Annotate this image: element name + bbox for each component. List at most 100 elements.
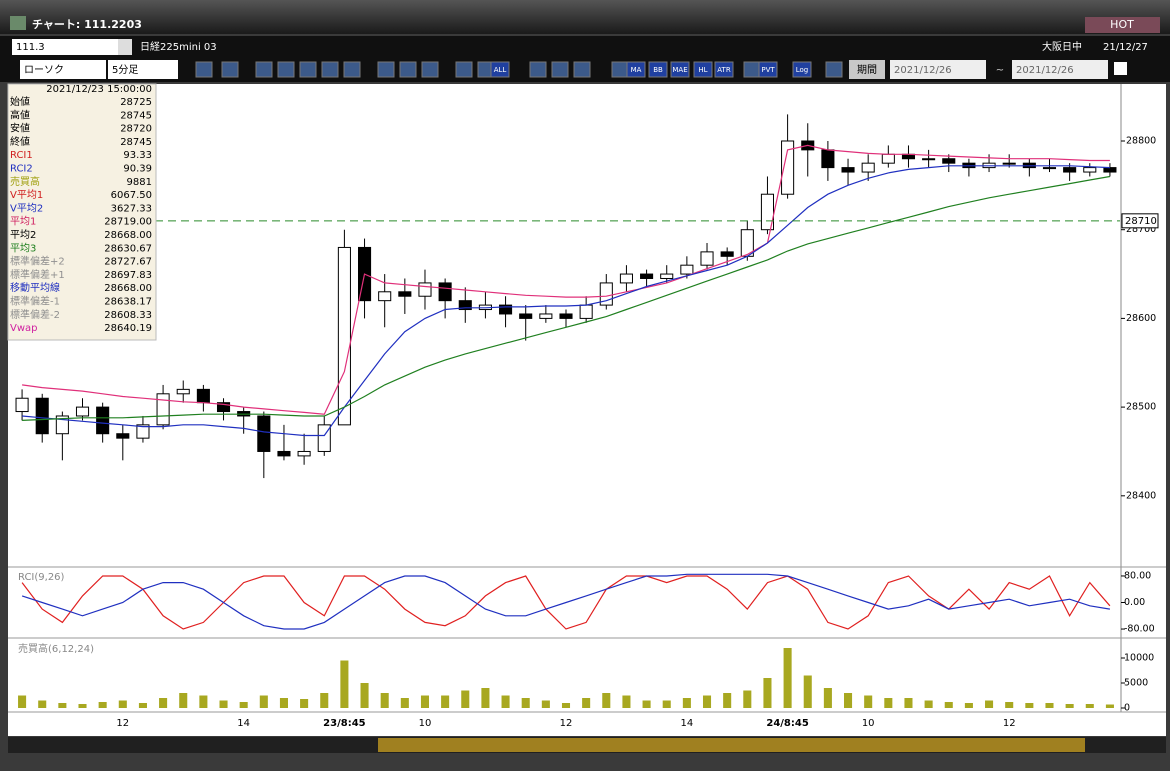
tool-button-label[interactable]: HL [698,66,707,74]
volume-bar [1065,704,1074,708]
info-value: 28668.00 [104,283,152,294]
tool-button-label[interactable]: MAE [672,66,687,74]
info-label: 標準偏差-1 [10,295,60,308]
tool-icon [255,61,273,78]
volume-bar [924,700,933,708]
info-label: RCI1 [10,150,33,161]
price-label: 28710 [1125,216,1157,227]
tool-icon [551,61,569,78]
interval-select[interactable] [108,60,178,79]
tool-icon [343,61,361,78]
from-date[interactable]: 2021/12/26 [894,65,952,76]
info-label: 高値 [10,108,30,121]
candle-body [881,153,895,164]
volume-bar [1045,703,1054,708]
volume-bar [179,693,188,708]
volume-bar [219,700,228,708]
interval[interactable]: 5分足 [112,64,138,76]
info-value: 28630.67 [104,243,152,254]
candle-body [297,450,311,457]
info-value: 90.39 [123,164,152,175]
tool-button-label[interactable]: MA [631,66,642,74]
checkbox[interactable] [1114,62,1127,75]
to-date[interactable]: 2021/12/26 [1016,65,1074,76]
volume-bar [743,690,752,708]
info-value: 28638.17 [104,297,152,308]
symbol-dropdown[interactable] [118,39,132,55]
tool-button-label[interactable]: BB [653,66,663,74]
candle-body [841,167,855,173]
hot-button[interactable] [1085,17,1160,33]
tool-icon [221,61,239,78]
hot-label[interactable]: HOT [1110,18,1134,31]
info-label: 終値 [10,135,30,148]
volume-bar [702,695,712,708]
tool-button[interactable] [792,61,812,78]
volume-bar [783,648,792,708]
chart-kind-select[interactable] [20,60,106,79]
y-tick-label: 28600 [1126,313,1156,324]
candle-body [216,402,231,413]
candle-body [378,291,392,302]
tool-button[interactable] [490,61,510,78]
volume-bar [884,698,893,708]
info-rows: 始値 28725 高値 28745 安値 28720 終値 28745 RCI1 93.33 RCI… [10,95,152,334]
period-button[interactable] [849,60,885,79]
info-value: 28725 [120,97,152,108]
from-date-box[interactable] [890,60,986,79]
candle-body [15,397,29,413]
info-value: 28727.67 [104,257,152,268]
tool-button[interactable] [626,61,646,78]
candle-body [619,273,633,284]
info-value: 28668.00 [104,230,152,241]
volume-bar [380,693,389,708]
info-value: 6067.50 [111,190,152,201]
candle-body [861,162,875,173]
tool-icon [321,61,339,78]
candle-body [640,273,654,279]
tool-icon [377,61,395,78]
volume-bar [823,688,832,708]
info-label: 売買高 [10,175,40,188]
candle-body [539,313,553,319]
x-tick-label: 23/8:45 [323,718,365,729]
window-title: チャート: 111.2203 [32,18,142,31]
volume-bar [541,700,550,708]
candle-body [136,424,150,439]
candle-body [781,140,795,195]
y-tick-label: 28500 [1126,402,1156,413]
info-value: 28697.83 [104,270,152,281]
volume-bar [602,693,611,708]
chart-kind[interactable]: ローソク [24,64,64,76]
info-label: 平均1 [10,216,36,228]
tool-button-label[interactable]: ATR [717,66,731,74]
candle-body [579,304,593,319]
tool-button[interactable] [714,61,734,78]
symbol-input[interactable] [12,39,120,55]
info-value: 28720 [120,124,152,135]
candle-body [96,406,110,435]
info-value: 93.33 [123,150,152,161]
tool-button[interactable] [648,61,668,78]
tool-button-label[interactable]: PVT [761,66,775,74]
tool-button[interactable] [758,61,778,78]
y-tick-label: 28700 [1126,224,1156,235]
symbol-code[interactable]: 111.3 [16,42,45,53]
tool-button[interactable] [693,61,713,78]
period-label[interactable]: 期間 [857,64,877,76]
volume-bar [18,695,27,708]
tool-button-label[interactable]: ALL [494,66,507,74]
to-date-box[interactable] [1012,60,1108,79]
scroll-thumb[interactable] [378,738,1085,752]
tool-button-label[interactable]: Log [796,66,809,74]
candle-body [156,393,170,426]
volume-bar [1105,704,1114,708]
tool-icon [611,61,629,78]
tool-button[interactable] [670,61,690,78]
candle-body [1083,167,1097,173]
volume-bar [481,688,490,708]
chart-area [8,84,1166,736]
series-line [22,165,1110,437]
info-label: Vwap [10,323,38,334]
